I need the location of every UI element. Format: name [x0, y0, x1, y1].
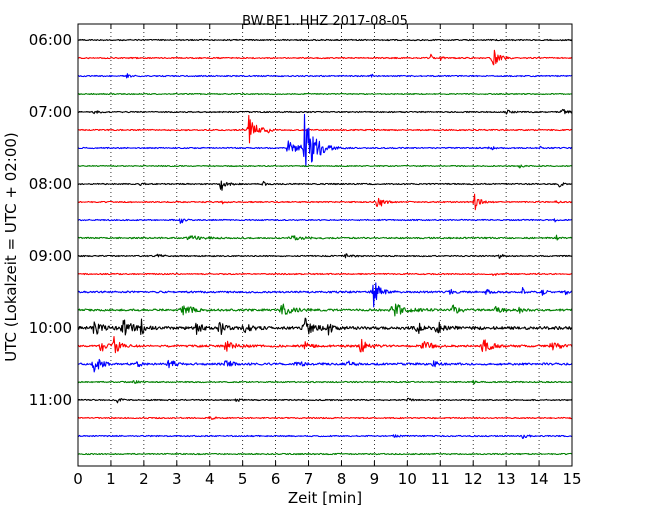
trace-1015	[77, 336, 573, 354]
trace-0645	[77, 92, 573, 96]
x-tick-label: 0	[73, 470, 83, 488]
y-tick-label: 10:00	[29, 319, 72, 337]
trace-1100	[77, 397, 573, 404]
y-tick-label: 11:00	[29, 391, 72, 409]
trace-0915	[77, 272, 573, 277]
x-tick-label: 2	[139, 470, 149, 488]
trace-0700	[77, 108, 573, 115]
trace-0845	[77, 234, 573, 241]
x-tick-label: 11	[431, 470, 450, 488]
trace-0745	[77, 164, 573, 169]
trace-0900	[77, 253, 573, 259]
trace-0945	[77, 303, 573, 317]
trace-1115	[77, 416, 573, 420]
x-tick-label: 7	[304, 470, 314, 488]
trace-0800	[77, 180, 573, 191]
x-tick-label: 15	[562, 470, 581, 488]
x-tick-label: 12	[464, 470, 483, 488]
trace-0630	[77, 73, 572, 79]
trace-1045	[77, 379, 573, 385]
x-axis-label: Zeit [min]	[288, 489, 362, 507]
y-tick-label: 09:00	[29, 247, 72, 265]
trace-1145	[77, 452, 573, 456]
trace-1000	[77, 317, 573, 336]
grid-layer	[110, 24, 540, 466]
x-tick-label: 4	[205, 470, 215, 488]
trace-0615	[78, 49, 573, 66]
trace-0930	[77, 282, 573, 308]
trace-1030	[77, 358, 573, 373]
trace-0600	[78, 38, 573, 42]
chart-title: BW.BE1..HHZ 2017-08-05	[242, 14, 408, 29]
x-tick-label: 13	[497, 470, 516, 488]
trace-1130	[77, 434, 573, 439]
trace-0830	[78, 218, 572, 224]
x-tick-label: 6	[271, 470, 281, 488]
y-tick-label: 06:00	[29, 31, 72, 49]
trace-0730	[77, 113, 573, 168]
x-tick-label: 3	[172, 470, 182, 488]
x-tick-label: 1	[106, 470, 116, 488]
y-axis-label: UTC (Lokalzeit = UTC + 02:00)	[2, 132, 20, 362]
y-tick-label: 07:00	[29, 103, 72, 121]
trace-0815	[77, 193, 573, 211]
plot-frame	[77, 23, 573, 467]
trace-0715	[77, 114, 573, 144]
x-tick-label: 5	[238, 470, 248, 488]
trace-layer	[77, 38, 573, 456]
x-tick-label: 8	[337, 470, 347, 488]
tick-layer: 0 1 2 3 4 5 6 7 8 9 10 11 12 13 14 1506:0007:0008:0009:…	[29, 24, 582, 488]
x-tick-label: 9	[370, 470, 380, 488]
x-tick-label: 10	[398, 470, 417, 488]
x-tick-label: 14	[530, 470, 549, 488]
y-tick-label: 08:00	[29, 175, 72, 193]
